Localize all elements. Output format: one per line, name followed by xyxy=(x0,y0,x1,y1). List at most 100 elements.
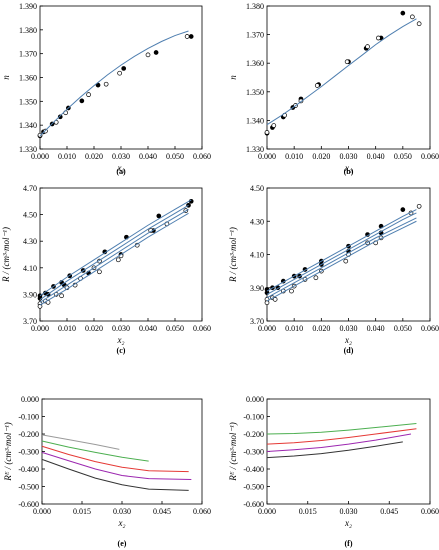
panel-b-data-point xyxy=(271,123,277,128)
panel-f-ytick-label: -0.600 xyxy=(243,500,264,509)
panel-c-series-5 xyxy=(39,204,189,301)
panel-a-series-line xyxy=(39,30,189,137)
panel-b-xtick-label: 0.040 xyxy=(367,152,385,161)
panel-b-xtick-label: 0.010 xyxy=(285,152,303,161)
panel-e-series-line xyxy=(41,445,189,473)
panel-d-xtick-label: 0.040 xyxy=(367,324,385,333)
panel-f-series-line xyxy=(266,428,417,445)
panel-a-data-point xyxy=(153,50,159,55)
panel-c-series-line xyxy=(39,204,189,301)
panel-d-ytick-label: 4.30 xyxy=(250,217,264,226)
panel-c-series-7 xyxy=(39,212,189,306)
panel-e-ytick-label: -0.500 xyxy=(18,483,39,492)
panel-d-series-3 xyxy=(264,240,379,306)
panel-e: 0.000 0.015 0.030 0.045 0.060 0.000 -0.100 -0.2… xyxy=(3,395,211,548)
panel-b-xlabel: x₂ xyxy=(344,163,352,173)
panel-e-series-line xyxy=(41,434,120,450)
panel-d-series-line xyxy=(266,220,417,302)
panel-d-data-point xyxy=(416,203,422,209)
panel-d-xtick-label: 0.050 xyxy=(394,324,412,333)
panel-c-xtick-label: 0.030 xyxy=(112,324,130,333)
panel-f-xtick-label: 0.030 xyxy=(340,507,358,516)
panel-d-xlabel: x₂ xyxy=(344,335,352,345)
panel-a-data-point xyxy=(95,82,101,88)
panel-a-data-point xyxy=(57,114,63,120)
panel-e-xtick-label: 0.000 xyxy=(33,507,51,516)
panel-b-ytick-label: 1.330 xyxy=(246,145,264,154)
panel-e-xlabel: x₂ xyxy=(117,518,125,528)
panel-a-xtick-label: 0.060 xyxy=(193,152,211,161)
panel-e-series-1 xyxy=(41,440,149,462)
panel-b-xtick-label: 0.050 xyxy=(394,152,412,161)
panel-d-data-point xyxy=(343,258,349,264)
panel-e-label: (e) xyxy=(118,539,127,548)
panel-e-ylabel: Rᴱ / (cm³·mol⁻¹) xyxy=(3,422,13,482)
panel-a-xtick-label: 0.000 xyxy=(31,152,49,161)
panel-f-ytick-label: -0.300 xyxy=(243,448,264,457)
panel-c-data-point xyxy=(97,269,102,275)
panel-f-ytick-label: -0.100 xyxy=(243,413,264,422)
panel-f-ytick-label: -0.400 xyxy=(243,465,264,474)
panel-a-series-2 xyxy=(39,30,189,137)
panel-a-data-point xyxy=(86,92,91,98)
panel-e-ytick-label: -0.300 xyxy=(18,448,39,457)
panel-a-data-point xyxy=(188,34,194,39)
panel-d-data-point xyxy=(313,275,319,281)
panel-a-data-point xyxy=(103,81,109,87)
panel-b-series-2 xyxy=(266,18,417,126)
panel-b-ytick-label: 1.360 xyxy=(246,59,264,68)
panel-e-series-line xyxy=(41,440,149,462)
panel-b-xtick-label: 0.030 xyxy=(340,152,358,161)
panel-d-ylabel: R / (cm³·mol⁻¹) xyxy=(228,227,238,283)
panel-c: 0.000 0.010 0.020 0.030 0.040 0.050 0.060 3.70 3… xyxy=(1,184,211,355)
panel-a-series-0 xyxy=(37,34,194,139)
panel-c-series-line xyxy=(39,212,189,306)
panel-e-series-0 xyxy=(41,434,120,450)
panel-c-series-0 xyxy=(37,198,194,299)
panel-c-ytick-label: 4.30 xyxy=(23,237,37,246)
panel-a-xtick-label: 0.050 xyxy=(166,152,184,161)
panel-b-xtick-label: 0.000 xyxy=(258,152,276,161)
panel-f-series-line xyxy=(266,441,403,459)
panel-b-data-point xyxy=(314,83,320,88)
panel-d-series-line xyxy=(266,217,417,299)
panel-e-series-line xyxy=(41,458,189,491)
panel-c-label: (c) xyxy=(117,346,126,355)
panel-d-series-5 xyxy=(266,212,417,295)
panel-d-xtick-label: 0.000 xyxy=(258,324,276,333)
panel-a-xtick-label: 0.020 xyxy=(85,152,103,161)
panel-c-ytick-label: 3.70 xyxy=(23,317,37,326)
panel-b-data-point xyxy=(416,21,422,27)
panel-c-xtick-label: 0.000 xyxy=(31,324,49,333)
panel-c-series-4 xyxy=(39,199,192,297)
panel-f-series-1 xyxy=(266,428,417,445)
panel-b-ytick-label: 1.380 xyxy=(246,2,264,11)
panel-f-ytick-label: -0.500 xyxy=(243,483,264,492)
panel-d-data-point xyxy=(289,288,294,294)
panel-f-xtick-label: 0.015 xyxy=(299,507,317,516)
panel-f-series-line xyxy=(266,433,412,452)
panel-b-xtick-label: 0.020 xyxy=(312,152,330,161)
panel-a-data-point xyxy=(145,52,151,58)
panel-f-xtick-label: 0.000 xyxy=(258,507,276,516)
panel-b-ytick-label: 1.370 xyxy=(246,31,264,40)
panel-c-ytick-label: 3.90 xyxy=(23,290,37,299)
panel-b-frame xyxy=(266,5,431,150)
panel-f-frame xyxy=(266,398,431,505)
panel-c-data-point xyxy=(59,293,64,299)
panel-e-ytick-label: -0.400 xyxy=(18,465,39,474)
panel-d-series-7 xyxy=(266,220,417,302)
panel-d-xtick-label: 0.060 xyxy=(421,324,439,333)
panel-f-series-2 xyxy=(266,433,412,452)
panel-c-series-6 xyxy=(39,208,189,303)
panel-c-data-point xyxy=(156,213,162,219)
panel-e-ytick-label: -0.100 xyxy=(18,413,39,422)
panel-b-series-1 xyxy=(264,14,422,135)
panel-e-ytick-label: -0.600 xyxy=(18,500,39,509)
panel-b-data-point xyxy=(400,10,406,16)
panel-a-series-1 xyxy=(37,34,190,138)
panel-f-ytick-label: 0.000 xyxy=(246,395,264,404)
panel-b-data-point xyxy=(264,130,270,135)
panel-a-xtick-label: 0.010 xyxy=(58,152,76,161)
panel-f-series-0 xyxy=(266,423,417,435)
